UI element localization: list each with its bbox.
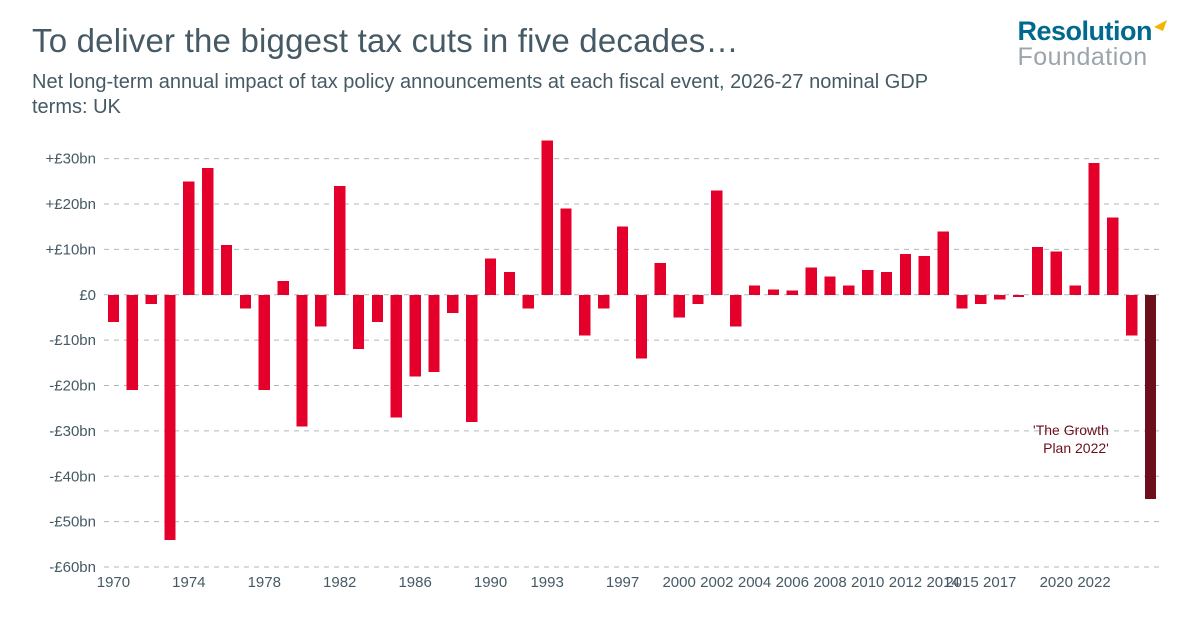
x-axis-tick-label: 1978 bbox=[248, 574, 281, 591]
bar bbox=[824, 277, 835, 295]
chart-subtitle: Net long-term annual impact of tax polic… bbox=[32, 70, 980, 120]
y-axis-tick-label: -£50bn bbox=[49, 514, 96, 531]
x-axis-tick-label: 2022 bbox=[1077, 574, 1110, 591]
bar bbox=[749, 286, 760, 295]
bar bbox=[391, 295, 402, 417]
bar bbox=[692, 295, 703, 304]
bar bbox=[881, 272, 892, 295]
bar bbox=[428, 295, 439, 372]
x-axis-tick-label: 1997 bbox=[606, 574, 639, 591]
bar bbox=[315, 295, 326, 327]
x-axis-tick-label: 1986 bbox=[398, 574, 431, 591]
x-axis-tick-label: 2000 bbox=[662, 574, 695, 591]
x-axis-tick-label: 2017 bbox=[983, 574, 1016, 591]
bar bbox=[466, 295, 477, 422]
x-axis-tick-label: 2002 bbox=[700, 574, 733, 591]
bar bbox=[579, 295, 590, 336]
bar bbox=[523, 295, 534, 309]
bar bbox=[900, 254, 911, 295]
y-axis-tick-label: £0 bbox=[79, 287, 96, 304]
x-axis-tick-label: 1974 bbox=[172, 574, 205, 591]
bar bbox=[259, 295, 270, 390]
bar bbox=[277, 281, 288, 295]
bar bbox=[541, 141, 552, 295]
logo-bottom: Foundation bbox=[1018, 45, 1169, 70]
bar bbox=[919, 256, 930, 295]
x-axis-tick-label: 2006 bbox=[776, 574, 809, 591]
bar bbox=[730, 295, 741, 327]
y-axis-tick-label: -£10bn bbox=[49, 332, 96, 349]
x-axis-tick-label: 1990 bbox=[474, 574, 507, 591]
bar bbox=[164, 295, 175, 540]
bar bbox=[937, 231, 948, 295]
bar bbox=[975, 295, 986, 304]
bar bbox=[202, 168, 213, 295]
bar bbox=[673, 295, 684, 318]
bar bbox=[353, 295, 364, 349]
x-axis-tick-label: 2004 bbox=[738, 574, 771, 591]
bar bbox=[372, 295, 383, 322]
bar bbox=[862, 270, 873, 295]
bar bbox=[805, 268, 816, 295]
bar bbox=[108, 295, 119, 322]
bar bbox=[240, 295, 251, 309]
logo-accent-icon bbox=[1154, 20, 1168, 32]
bar bbox=[1051, 252, 1062, 295]
x-axis-tick-label: 1970 bbox=[97, 574, 130, 591]
bar bbox=[1069, 286, 1080, 295]
bar bbox=[1032, 247, 1043, 295]
x-axis-tick-label: 2012 bbox=[889, 574, 922, 591]
bar bbox=[409, 295, 420, 377]
y-axis-tick-label: +£10bn bbox=[46, 241, 96, 258]
y-axis-tick-label: +£30bn bbox=[46, 151, 96, 168]
bar bbox=[1107, 218, 1118, 295]
bar bbox=[598, 295, 609, 309]
x-axis-tick-label: 1993 bbox=[530, 574, 563, 591]
bar bbox=[843, 286, 854, 295]
brand-logo: Resolution Foundation bbox=[1018, 18, 1169, 70]
y-axis-tick-label: -£40bn bbox=[49, 468, 96, 485]
bar bbox=[221, 245, 232, 295]
bar bbox=[485, 258, 496, 294]
bar bbox=[560, 209, 571, 295]
bar bbox=[296, 295, 307, 427]
bar bbox=[183, 181, 194, 294]
chart-title: To deliver the biggest tax cuts in five … bbox=[32, 22, 739, 60]
bar bbox=[127, 295, 138, 390]
bar bbox=[994, 295, 1005, 300]
x-axis-tick-label: 2008 bbox=[813, 574, 846, 591]
bar bbox=[447, 295, 458, 313]
bar bbox=[787, 290, 798, 295]
bar bbox=[145, 295, 156, 304]
bar-chart: -£60bn -£50bn -£40bn -£30bn -£20bn -£10bn £0 +£… bbox=[32, 130, 1168, 593]
bar bbox=[617, 227, 628, 295]
bar bbox=[504, 272, 515, 295]
annotation-line2: Plan 2022' bbox=[1043, 440, 1109, 456]
bar bbox=[334, 186, 345, 295]
x-axis-tick-label: 2010 bbox=[851, 574, 884, 591]
y-axis-tick-label: -£20bn bbox=[49, 378, 96, 395]
bar bbox=[1126, 295, 1137, 336]
y-axis-tick-label: -£30bn bbox=[49, 423, 96, 440]
y-axis-tick-label: +£20bn bbox=[46, 196, 96, 213]
logo-top: Resolution bbox=[1018, 18, 1153, 45]
bar bbox=[768, 289, 779, 294]
bar bbox=[655, 263, 666, 295]
annotation-line1: 'The Growth bbox=[1033, 422, 1109, 438]
bar bbox=[1088, 163, 1099, 295]
bar bbox=[956, 295, 967, 309]
x-axis-tick-label: 1982 bbox=[323, 574, 356, 591]
bar bbox=[711, 190, 722, 294]
bar bbox=[636, 295, 647, 359]
x-axis-tick-label: 2015 bbox=[945, 574, 978, 591]
x-axis-tick-label: 2020 bbox=[1040, 574, 1073, 591]
bar bbox=[1013, 295, 1024, 297]
y-axis-tick-label: -£60bn bbox=[49, 559, 96, 576]
bar-highlight bbox=[1145, 295, 1156, 499]
